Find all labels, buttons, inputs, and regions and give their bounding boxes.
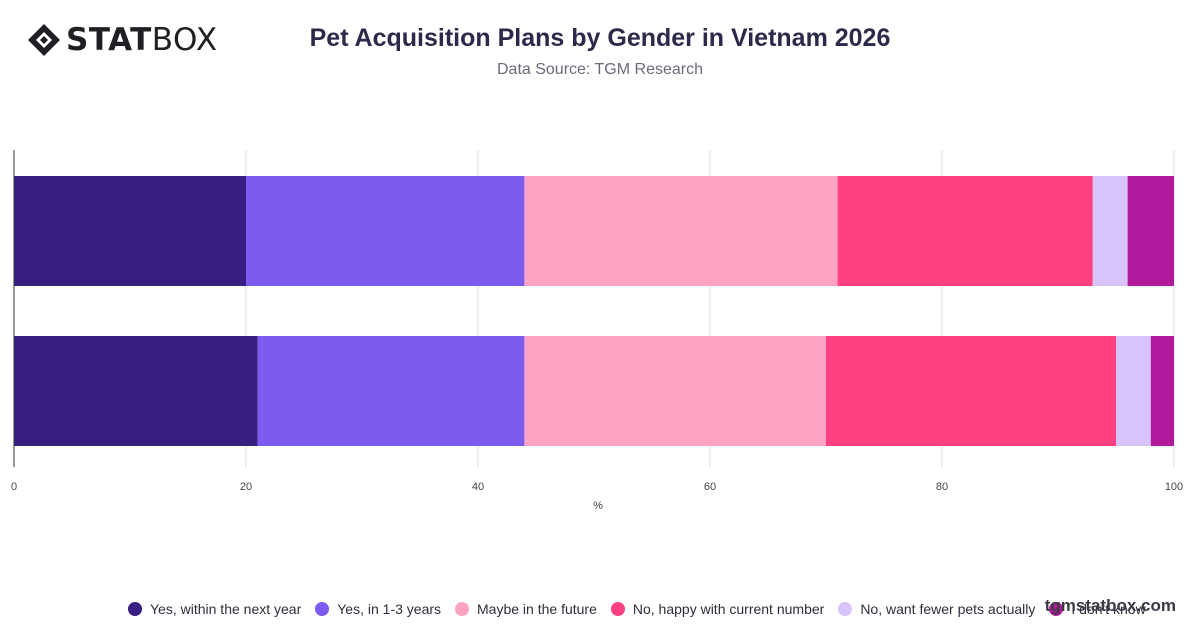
legend-item-5[interactable]: I don't know [1049,601,1146,617]
bar-segment-1-0 [14,336,258,446]
legend-dot-icon [128,602,142,616]
x-tick-label-60: 60 [704,481,716,493]
x-tick-label-100: 100 [1165,481,1183,493]
x-axis-label: % [593,500,603,512]
legend-label: I don't know [1071,601,1146,617]
x-tick-label-0: 0 [11,481,17,493]
chart-title: Pet Acquisition Plans by Gender in Vietn… [309,24,891,52]
legend-label: Yes, within the next year [150,601,302,617]
legend-dot-icon [1049,602,1064,616]
watermark: tgmstatbox.com [1044,596,1176,615]
legend-label: No, happy with current number [632,601,825,617]
x-tick-label-20: 20 [240,481,252,493]
bar-segment-1-5 [1150,336,1174,446]
logo-text: STATBOX [66,22,218,58]
logo-text-light: BOX [151,22,218,58]
legend-item-1[interactable]: Yes, in 1-3 years [315,601,441,617]
statbox-logo: STATBOX [26,22,218,58]
legend-label: Yes, in 1-3 years [337,601,442,617]
legend-item-0[interactable]: Yes, within the next year [128,601,301,617]
bar-segment-1-4 [1116,336,1151,446]
chart-legend: Yes, within the next year Yes, in 1-3 yea… [128,601,1160,617]
legend-label: No, want fewer pets actually [860,601,1036,617]
bar-segment-0-1 [246,176,525,286]
x-tick-label-40: 40 [472,481,484,493]
x-tick-label-80: 80 [936,481,948,493]
bar-segment-0-0 [14,176,246,286]
legend-item-3[interactable]: No, happy with current number [610,601,825,617]
legend-dot-icon [610,602,625,616]
bar-segment-0-4 [1092,176,1128,286]
bar-segment-0-3 [837,176,1093,286]
bar-segment-0-5 [1127,176,1174,286]
bar-segment-0-2 [524,176,838,286]
diamond-logo-icon [28,24,60,56]
legend-item-2[interactable]: Maybe in the future [455,601,597,617]
legend-dot-icon [315,602,330,616]
bar-segment-1-3 [826,336,1116,446]
legend-label: Maybe in the future [477,601,597,617]
chart-subtitle: Data Source: TGM Research [496,61,703,78]
bar-segment-1-1 [257,336,525,446]
logo-text-bold: STAT [66,22,152,58]
legend-item-4[interactable]: No, want fewer pets actually [838,601,1035,617]
legend-dot-icon [838,602,853,616]
bar-segment-1-2 [524,336,826,446]
legend-dot-icon [455,602,470,616]
